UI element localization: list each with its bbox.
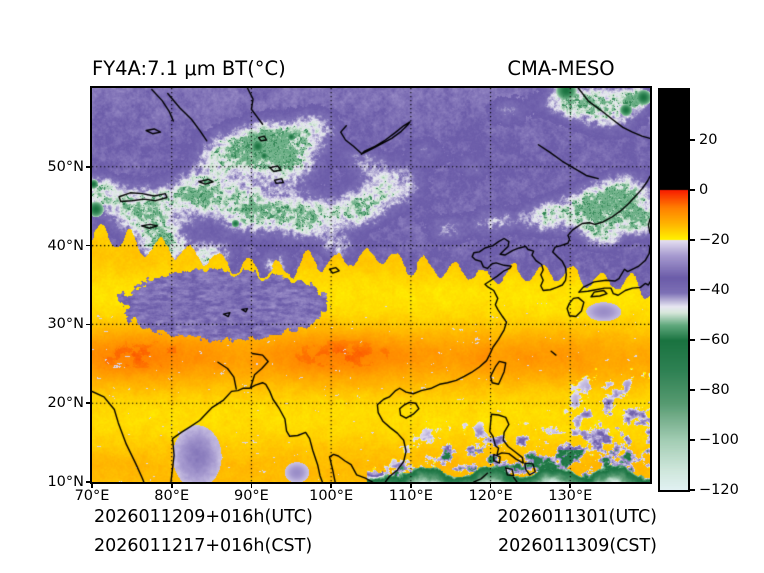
- colorbar-tick-mark: [690, 289, 695, 291]
- footer-init-time: 2026011209+016h(UTC) 2026011217+016h(CST…: [94, 503, 313, 561]
- colorbar-tick-label: 0: [699, 182, 709, 198]
- colorbar-tick-label: −80: [699, 382, 730, 398]
- x-tick-mark: [569, 484, 572, 488]
- x-tick-mark: [410, 484, 412, 488]
- colorbar-tick-label: 20: [699, 132, 718, 148]
- y-tick-mark: [86, 402, 90, 404]
- colorbar-tick-label: −100: [699, 432, 739, 448]
- x-tick-mark: [330, 484, 332, 488]
- x-tick-label: 110°E: [388, 488, 433, 504]
- x-tick-label: 120°E: [468, 488, 513, 504]
- x-tick-label: 90°E: [233, 488, 269, 504]
- valid-time-cst: 2026011309(CST): [497, 536, 657, 556]
- y-tick-label: 30°N: [47, 316, 84, 333]
- x-tick-label: 80°E: [154, 488, 190, 504]
- valid-time-utc: 2026011301(UTC): [497, 507, 657, 527]
- colorbar-tick-mark: [690, 339, 695, 341]
- x-tick-mark: [170, 484, 173, 488]
- colorbar-tick-mark: [690, 439, 695, 441]
- colorbar-tick-mark: [690, 389, 695, 391]
- colorbar: [660, 90, 688, 490]
- plot-title-left: FY4A:7.1 μm BT(°C): [92, 57, 286, 80]
- init-time-utc: 2026011209+016h(UTC): [94, 507, 313, 527]
- y-tick-label: 40°N: [47, 237, 84, 254]
- y-tick-mark: [86, 166, 90, 168]
- x-tick-mark: [91, 484, 93, 488]
- x-tick-label: 100°E: [309, 488, 354, 504]
- y-tick-label: 50°N: [47, 158, 84, 175]
- y-tick-mark: [86, 244, 90, 247]
- init-time-cst: 2026011217+016h(CST): [94, 536, 313, 556]
- y-tick-label: 20°N: [47, 395, 84, 412]
- y-tick-mark: [86, 323, 90, 326]
- colorbar-tick-label: −60: [699, 332, 730, 348]
- x-tick-label: 130°E: [548, 488, 593, 504]
- x-tick-mark: [250, 484, 253, 488]
- colorbar-tick-label: −20: [699, 232, 730, 248]
- map-heatmap: [92, 88, 650, 482]
- colorbar-tick-label: −40: [699, 282, 730, 298]
- footer-valid-time: 2026011301(UTC) 2026011309(CST): [497, 503, 657, 561]
- colorbar-tick-mark: [690, 239, 695, 241]
- y-tick-label: 10°N: [47, 474, 84, 490]
- x-tick-mark: [489, 484, 492, 488]
- colorbar-tick-mark: [690, 189, 695, 191]
- y-tick-mark: [86, 481, 90, 483]
- colorbar-tick-mark: [690, 489, 695, 491]
- colorbar-tick-mark: [690, 139, 695, 141]
- x-tick-label: 70°E: [74, 488, 110, 504]
- plot-title-right: CMA-MESO: [507, 57, 615, 80]
- colorbar-tick-label: −120: [699, 482, 739, 498]
